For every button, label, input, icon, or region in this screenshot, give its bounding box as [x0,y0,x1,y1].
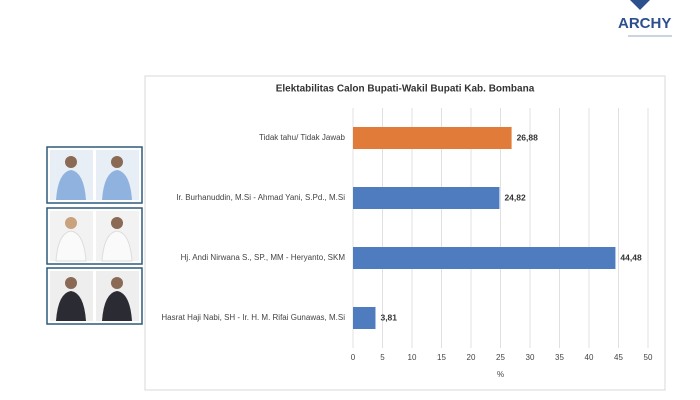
x-tick-label: 0 [351,353,356,362]
value-label: 44,48 [620,252,642,262]
x-tick-label: 30 [526,353,535,362]
photo-head [65,217,77,229]
x-tick-label: 10 [408,353,417,362]
logo-icon [630,0,650,10]
photo-head [65,277,77,289]
photo-body [56,170,86,200]
x-tick-label: 15 [437,353,446,362]
value-label: 24,82 [504,192,526,202]
x-tick-label: 35 [555,353,564,362]
chart-frame [144,75,666,391]
bar [353,307,376,329]
photo-body [102,170,132,200]
photo-body [55,230,87,262]
x-tick-label: 45 [614,353,623,362]
photo-body [101,230,133,262]
bar [353,127,512,149]
bar [353,187,500,209]
photo-body [56,291,86,321]
plot: 0 5 10 15 20 25 30 35 40 45 50% Tidak tahu/ Tidak J… [161,108,653,379]
x-tick-label: 25 [496,353,505,362]
photo-head [111,156,123,168]
x-tick-label: 50 [644,353,653,362]
photo-head [111,217,123,229]
logo-text: ARCHY [618,15,671,32]
x-tick-label: 5 [380,353,385,362]
x-tick-label: 20 [467,353,476,362]
x-tick-label: 40 [585,353,594,362]
category-label: Hj. Andi Nirwana S., SP., MM - Heryanto,… [181,253,346,262]
x-axis-label: % [497,370,504,379]
bar [353,247,616,269]
photo-body [102,291,132,321]
photo-head [65,156,77,168]
photo-head [111,277,123,289]
value-label: 3,81 [380,312,397,322]
category-label: Ir. Burhanuddin, M.Si - Ahmad Yani, S.Pd… [176,193,345,202]
value-label: 26,88 [517,132,539,142]
chart-title: Elektabilitas Calon Bupati-Wakil Bupati … [276,84,535,95]
category-label: Tidak tahu/ Tidak Jawab [259,133,346,142]
category-label: Hasrat Haji Nabi, SH - Ir. H. M. Rifai G… [161,313,345,322]
photos [46,146,143,325]
